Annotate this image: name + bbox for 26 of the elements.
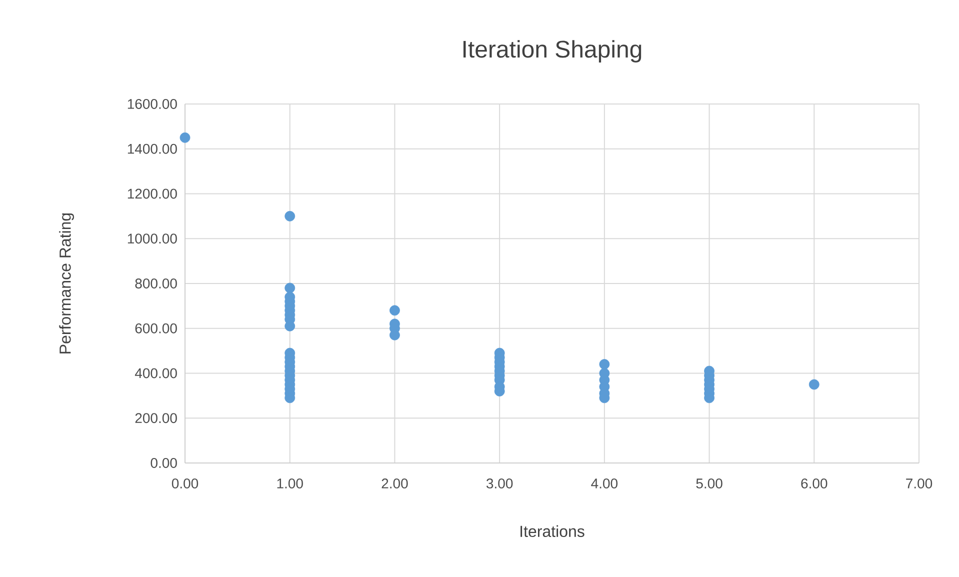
point [284, 282, 296, 294]
x-tick-label: 7.00 [906, 478, 932, 488]
x-tick-label: 1.00 [277, 478, 303, 488]
point [284, 210, 296, 222]
x-tick-label: 5.00 [696, 478, 722, 488]
point [390, 305, 400, 316]
x-tick-label: 6.00 [801, 478, 828, 488]
y-tick-label: 1600.00 [128, 99, 177, 109]
y-tick-label: 400.00 [134, 368, 177, 378]
point [599, 359, 610, 370]
y-tick-label: 0.00 [150, 458, 177, 468]
x-tick-label: 4.00 [591, 478, 618, 488]
x-tick-label: 0.00 [172, 478, 198, 488]
y-tick-label: 1200.00 [128, 188, 177, 199]
y-tick-label: 600.00 [135, 323, 177, 334]
y-tick-label: 200.00 [135, 413, 177, 424]
x-axis-title: Iterations [520, 525, 584, 538]
y-axis-title: Performance Rating [59, 213, 74, 354]
y-tick-label: 800.00 [135, 278, 177, 288]
y-tick-label: 1000.00 [128, 234, 177, 244]
y-tick-label: 1400.00 [128, 144, 177, 154]
x-tick-label: 2.00 [382, 478, 408, 488]
chart-title: Iteration Shaping [463, 40, 642, 62]
point [808, 379, 820, 390]
x-tick-label: 3.00 [486, 478, 513, 488]
point [180, 132, 190, 143]
